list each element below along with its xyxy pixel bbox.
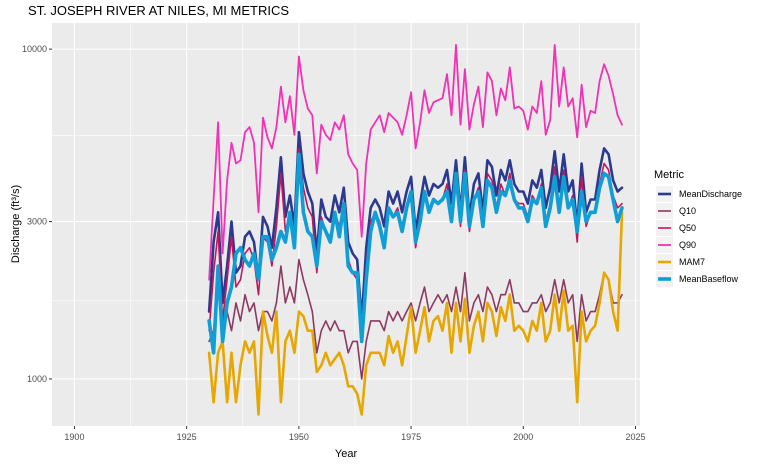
- series-line-q90: [208, 44, 623, 281]
- series-line-q10: [208, 258, 623, 380]
- legend-label-mean-baseflow: MeanBaseflow: [679, 274, 739, 284]
- x-tick-label: 1975: [401, 432, 421, 442]
- legend-label-mam7: MAM7: [679, 257, 705, 267]
- y-tick-label: 3000: [27, 217, 47, 227]
- y-tick-label: 1000: [27, 374, 47, 384]
- chart-title: ST. JOSEPH RIVER AT NILES, MI METRICS: [28, 3, 289, 18]
- x-tick-label: 2000: [513, 432, 533, 442]
- series-line-mean-baseflow: [207, 152, 624, 355]
- series-line-mam7: [207, 211, 624, 416]
- x-axis-title: Year: [335, 448, 358, 460]
- y-tick-label: 10000: [22, 44, 47, 54]
- legend-label-q50: Q50: [679, 223, 696, 233]
- legend-label-mean-discharge: MeanDischarge: [679, 189, 742, 199]
- x-tick-label: 1925: [177, 432, 197, 442]
- x-tick-label: 2025: [625, 432, 645, 442]
- legend-label-q10: Q10: [679, 206, 696, 216]
- x-tick-label: 1950: [289, 432, 309, 442]
- x-axis: 1900 1925 1950 1975 2000 2025: [64, 426, 646, 442]
- x-tick-label: 1900: [64, 432, 84, 442]
- y-axis: 1000 3000 10000: [22, 44, 52, 384]
- y-axis-title: Discharge (ft³/s): [10, 185, 22, 263]
- legend: Metric MeanDischarge Q10 Q50 Q90 MAM7 MeanBas…: [654, 169, 742, 287]
- grid-major: [52, 23, 640, 426]
- legend-items: MeanDischarge Q10 Q50 Q90 MAM7 MeanBaseflow: [656, 186, 742, 287]
- series-layer: [207, 44, 624, 416]
- legend-label-q90: Q90: [679, 240, 696, 250]
- legend-title: Metric: [654, 169, 684, 181]
